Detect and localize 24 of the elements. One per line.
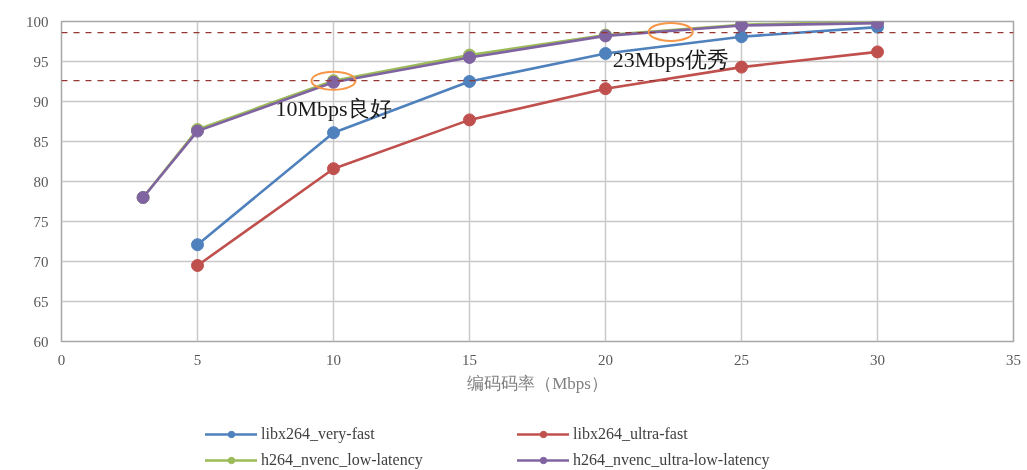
x-tick-label: 25 [734, 351, 749, 368]
legend-label: libx264_ultra-fast [573, 425, 689, 443]
annotation: 10Mbps良好 [275, 96, 392, 122]
legend-label: h264_nvenc_ultra-low-latency [573, 451, 771, 469]
legend-label: libx264_very-fast [261, 425, 376, 443]
y-tick-label: 60 [33, 333, 49, 350]
y-tick-label: 65 [33, 293, 49, 310]
x-tick-label: 15 [462, 351, 477, 368]
y-tick-label: 95 [33, 53, 49, 70]
legend-label: h264_nvenc_low-latency [261, 451, 424, 469]
y-tick-label: 75 [33, 213, 49, 230]
y-tick-label: 80 [33, 173, 49, 190]
y-tick-label: 90 [33, 93, 49, 110]
x-tick-label: 10 [326, 351, 341, 368]
x-axis-title: 编码码率（Mbps） [467, 373, 608, 393]
y-tick-label: 70 [33, 253, 49, 270]
x-tick-label: 35 [1006, 351, 1021, 368]
x-tick-label: 0 [57, 351, 66, 368]
annotation: 23Mbps优秀 [612, 47, 729, 73]
x-tick-label: 30 [870, 351, 885, 368]
y-tick-label: 85 [33, 133, 49, 150]
x-tick-label: 5 [193, 351, 202, 368]
x-tick-label: 20 [598, 351, 613, 368]
y-tick-label: 100 [26, 13, 49, 30]
